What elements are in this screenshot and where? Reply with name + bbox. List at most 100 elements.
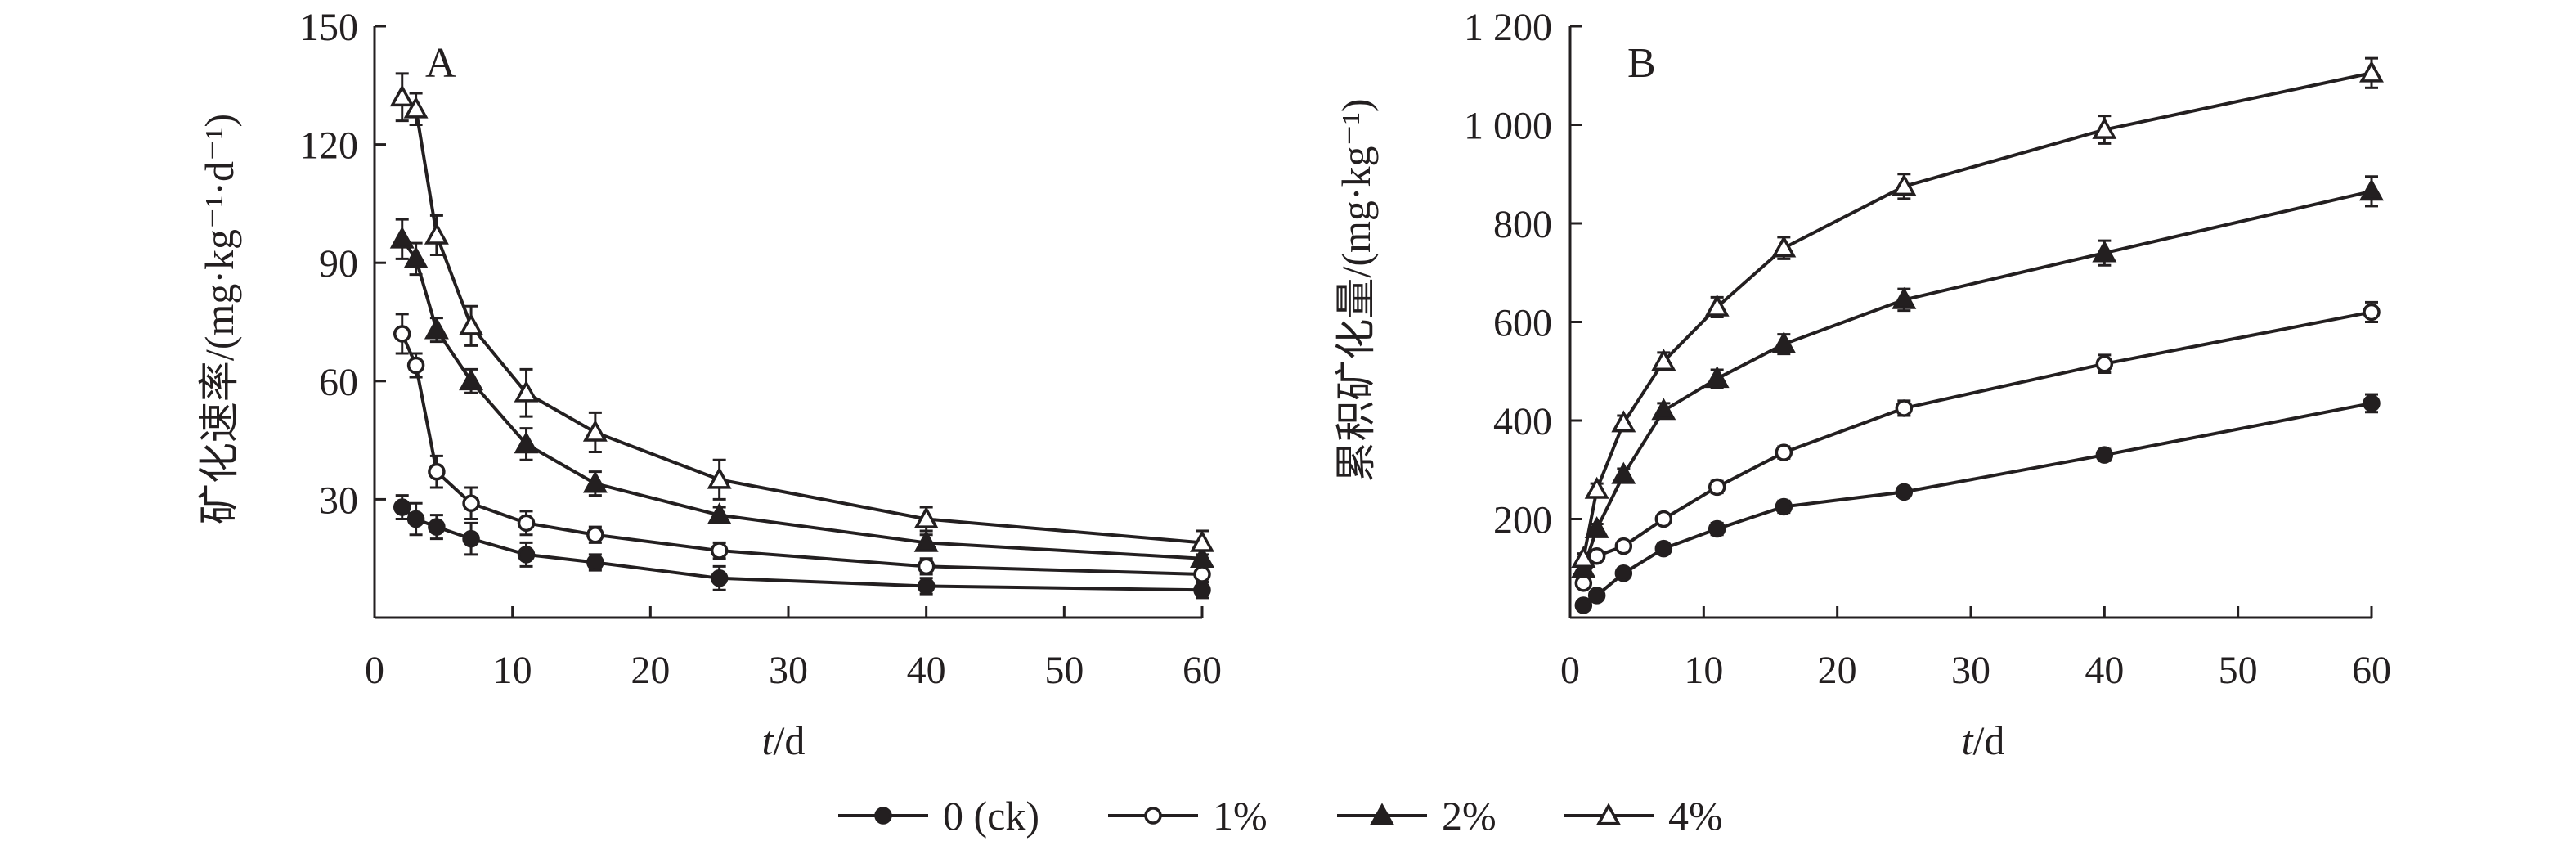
panel-a-x-tick-label: 20 bbox=[631, 649, 670, 692]
panel-b-data-point bbox=[2363, 394, 2381, 412]
panel-a-data-point bbox=[517, 546, 536, 564]
panel-b-data-point bbox=[1704, 366, 1730, 389]
panel-b-data-point bbox=[1654, 539, 1673, 558]
legend-item-3: 2% bbox=[1337, 793, 1497, 839]
panel-a-x-tick-label: 50 bbox=[1044, 649, 1084, 692]
panel-b-data-point bbox=[2092, 240, 2117, 263]
panel-a-y-tick-label: 150 bbox=[299, 6, 358, 49]
panel-a-data-point bbox=[514, 431, 539, 454]
panel-a-data-point bbox=[403, 96, 429, 119]
panel-b-data-point bbox=[1775, 497, 1793, 516]
panel-a-label: A bbox=[425, 40, 456, 87]
panel-b-data-point bbox=[1775, 443, 1793, 461]
panel-b-data-point bbox=[1704, 294, 1730, 317]
panel-b-data-point bbox=[2095, 446, 2114, 464]
panel-b-x-tick-label: 40 bbox=[2085, 649, 2124, 692]
panel-a-data-point bbox=[913, 506, 939, 528]
panel-a-x-tick-label: 60 bbox=[1183, 649, 1222, 692]
panel-a-data-point bbox=[424, 222, 449, 245]
panel-a-data-point bbox=[428, 462, 446, 481]
panel-b-data-point bbox=[1584, 515, 1609, 538]
panel-a-data-point bbox=[514, 380, 539, 403]
panel-b-label: B bbox=[1627, 40, 1656, 87]
panel-b-series-line bbox=[1582, 310, 2372, 584]
panel-a-y-tick-label: 120 bbox=[299, 124, 358, 168]
panel-b-x-tick-label: 50 bbox=[2219, 649, 2258, 692]
panel-a-data-point bbox=[517, 514, 536, 533]
panel-a-series-line bbox=[401, 96, 1203, 545]
panel-b-data-point bbox=[1587, 546, 1606, 565]
panel-b-data-point bbox=[1614, 564, 1633, 582]
panel-a-x-tick-label: 0 bbox=[365, 649, 384, 692]
panel-b-data-point bbox=[1574, 574, 1593, 592]
panel-b-data-point bbox=[2095, 354, 2114, 373]
panel-a-data-point bbox=[462, 494, 480, 512]
panel-b-y-tick-label: 400 bbox=[1493, 400, 1552, 443]
panel-b-x-tick-label: 0 bbox=[1560, 649, 1580, 692]
panel-b-x-tick-label: 10 bbox=[1684, 649, 1723, 692]
panel-a-x-axis-title: t/d bbox=[762, 717, 806, 763]
panel-a-x-axis-var: t bbox=[762, 717, 774, 763]
panel-b-series-2 bbox=[1574, 300, 2381, 592]
panel-a-series-2 bbox=[393, 313, 1211, 584]
panel-b-data-point bbox=[2359, 178, 2384, 201]
panel-a-data-point bbox=[586, 553, 604, 572]
panel-b-data-point bbox=[1708, 519, 1726, 538]
panel-a-data-point bbox=[406, 510, 425, 528]
legend-marker bbox=[1144, 807, 1162, 825]
panel-b-data-point bbox=[1614, 537, 1633, 555]
panel-a-x-tick-label: 30 bbox=[769, 649, 808, 692]
panel-b-data-point bbox=[1654, 510, 1673, 528]
panel-b-series-line bbox=[1582, 401, 2372, 607]
panel-b-data-point bbox=[1651, 398, 1676, 421]
panel-a-data-point bbox=[403, 245, 429, 268]
panel-b-x-tick-label: 60 bbox=[2352, 649, 2391, 692]
panel-b-data-point bbox=[1611, 461, 1636, 484]
panel-b-y-tick-label: 800 bbox=[1493, 203, 1552, 246]
panel-b-series-4 bbox=[1571, 56, 2384, 569]
legend-label: 1% bbox=[1213, 793, 1268, 839]
panel-a-data-point bbox=[393, 325, 411, 343]
panel-a-x-tick-label: 10 bbox=[493, 649, 532, 692]
panel-a-data-point bbox=[582, 419, 608, 442]
panel-a-data-point bbox=[393, 498, 411, 516]
panel-b-data-point bbox=[2363, 303, 2381, 322]
panel-a-y-tick-label: 30 bbox=[319, 479, 358, 522]
panel-b-data-point bbox=[1892, 286, 1917, 309]
panel-a-series-3 bbox=[389, 218, 1214, 569]
legend-label: 2% bbox=[1442, 793, 1497, 839]
panel-b-data-point bbox=[2359, 60, 2384, 83]
panel-a-y-tick-label: 90 bbox=[319, 242, 358, 286]
panel-a-data-point bbox=[424, 317, 449, 340]
panel-b-x-axis-title: t/d bbox=[1962, 717, 2005, 763]
panel-b-data-point bbox=[1895, 483, 1914, 501]
panel-b-series-1 bbox=[1574, 393, 2381, 614]
panel-b-y-tick-label: 1 000 bbox=[1464, 105, 1552, 148]
panel-b-data-point bbox=[1574, 596, 1593, 614]
panel-a-data-point bbox=[707, 502, 732, 525]
panel-b-y-tick-label: 200 bbox=[1493, 499, 1552, 542]
panel-a-data-point bbox=[459, 368, 484, 391]
panel-a-data-point bbox=[428, 518, 446, 536]
panel-b-data-point bbox=[1651, 349, 1676, 371]
legend-marker bbox=[874, 807, 892, 825]
legend-marker bbox=[1596, 803, 1621, 825]
panel-b-data-point bbox=[1584, 476, 1609, 499]
panel-a-data-point bbox=[389, 84, 415, 107]
panel-b-data-point bbox=[1771, 331, 1797, 353]
panel-b-y-tick-label: 1 200 bbox=[1464, 6, 1552, 49]
panel-a-data-point bbox=[462, 529, 480, 548]
panel-b-series-3 bbox=[1571, 175, 2384, 578]
panel-a-x-tick-label: 40 bbox=[907, 649, 946, 692]
legend-label: 4% bbox=[1668, 793, 1723, 839]
panel-b-data-point bbox=[1895, 399, 1914, 417]
panel-a-data-point bbox=[707, 466, 732, 489]
panel-a-data-point bbox=[406, 356, 425, 375]
panel-b: B 累积矿化量/(mg·kg⁻¹) t/d 0 10 20 30 40 50 60 200 40… bbox=[1333, 6, 2391, 763]
panel-b-x-axis-unit: /d bbox=[1973, 717, 2005, 763]
panel-a: A 矿化速率/(mg·kg⁻¹·d⁻¹) t/d 0 10 20 30 40 50 60 30… bbox=[196, 6, 1222, 763]
legend-item-2: 1% bbox=[1108, 793, 1268, 839]
panel-b-y-axis-title: 累积矿化量/(mg·kg⁻¹) bbox=[1333, 98, 1379, 482]
panel-b-data-point bbox=[1587, 587, 1606, 605]
